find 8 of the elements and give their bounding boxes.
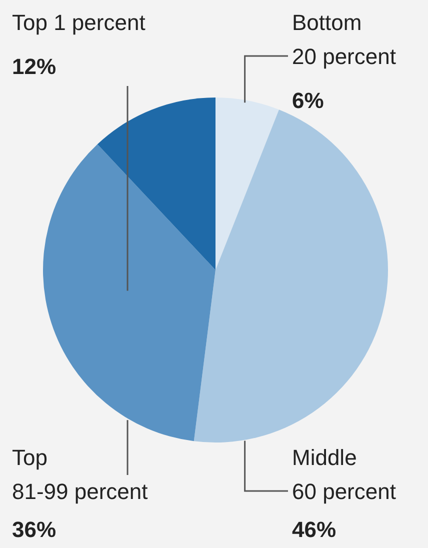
slice-label: Middle 60 percent bbox=[292, 445, 396, 504]
data-label: 46% bbox=[292, 517, 336, 542]
slice-label: Top 1 percent bbox=[12, 10, 146, 35]
slice-label: Top 81-99 percent bbox=[12, 445, 148, 504]
data-label: 12% bbox=[12, 54, 56, 79]
data-label: 36% bbox=[12, 517, 56, 542]
data-label: 6% bbox=[292, 88, 324, 113]
slice-label: Bottom 20 percent bbox=[292, 10, 396, 69]
